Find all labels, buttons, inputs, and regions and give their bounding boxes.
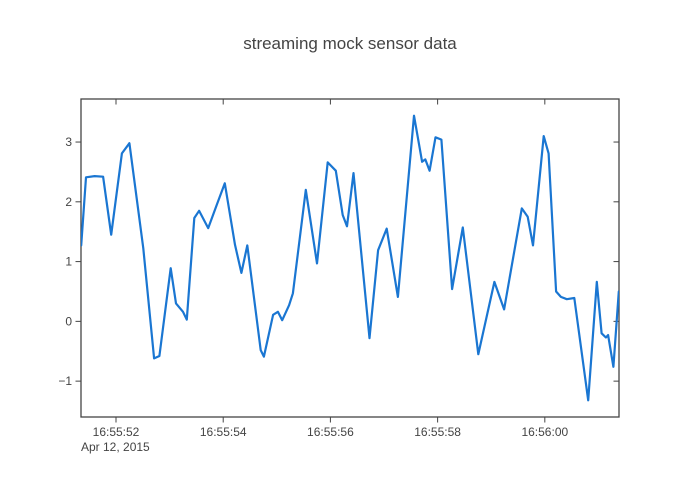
y-tick-label: 3	[65, 135, 72, 149]
plot-border	[80, 98, 620, 418]
sensor-data-line	[81, 114, 619, 402]
x-tick-label: 16:55:56	[307, 425, 354, 439]
x-tick-label: 16:55:54	[200, 425, 247, 439]
x-tick-label: 16:55:52	[93, 425, 140, 439]
x-axis-date-label: Apr 12, 2015	[81, 440, 150, 454]
y-tick-label: 1	[65, 255, 72, 269]
chart-title: streaming mock sensor data	[243, 34, 457, 53]
y-tick-label: −1	[58, 374, 72, 388]
plot-area[interactable]	[81, 99, 619, 417]
y-tick-label: 0	[65, 314, 72, 328]
x-tick-label: 16:56:00	[521, 425, 568, 439]
y-tick-label: 2	[65, 195, 72, 209]
x-tick-label: 16:55:58	[414, 425, 461, 439]
